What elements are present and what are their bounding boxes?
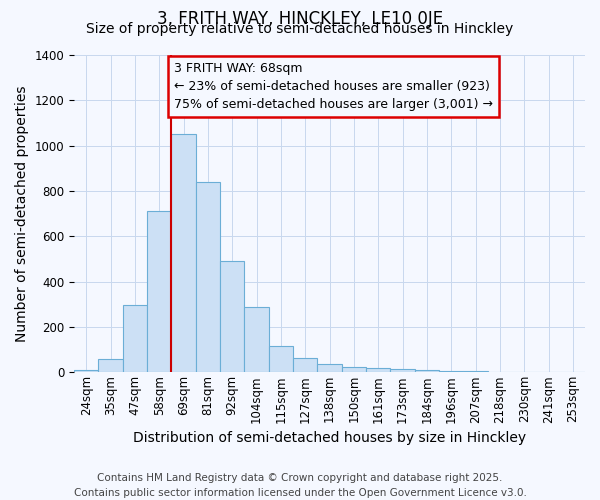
- Bar: [244, 306, 269, 372]
- Bar: [269, 346, 293, 372]
- Bar: [147, 212, 172, 372]
- Bar: [415, 370, 439, 372]
- Bar: [341, 366, 366, 372]
- X-axis label: Distribution of semi-detached houses by size in Hinckley: Distribution of semi-detached houses by …: [133, 431, 526, 445]
- Bar: [317, 364, 341, 372]
- Text: 3, FRITH WAY, HINCKLEY, LE10 0JE: 3, FRITH WAY, HINCKLEY, LE10 0JE: [157, 10, 443, 28]
- Text: Size of property relative to semi-detached houses in Hinckley: Size of property relative to semi-detach…: [86, 22, 514, 36]
- Bar: [98, 358, 122, 372]
- Bar: [463, 371, 488, 372]
- Bar: [293, 358, 317, 372]
- Text: 3 FRITH WAY: 68sqm
← 23% of semi-detached houses are smaller (923)
75% of semi-d: 3 FRITH WAY: 68sqm ← 23% of semi-detache…: [174, 62, 493, 111]
- Bar: [74, 370, 98, 372]
- Y-axis label: Number of semi-detached properties: Number of semi-detached properties: [15, 86, 29, 342]
- Bar: [366, 368, 391, 372]
- Bar: [391, 369, 415, 372]
- Bar: [172, 134, 196, 372]
- Bar: [220, 261, 244, 372]
- Text: Contains HM Land Registry data © Crown copyright and database right 2025.
Contai: Contains HM Land Registry data © Crown c…: [74, 472, 526, 498]
- Bar: [196, 182, 220, 372]
- Bar: [122, 306, 147, 372]
- Bar: [439, 371, 463, 372]
